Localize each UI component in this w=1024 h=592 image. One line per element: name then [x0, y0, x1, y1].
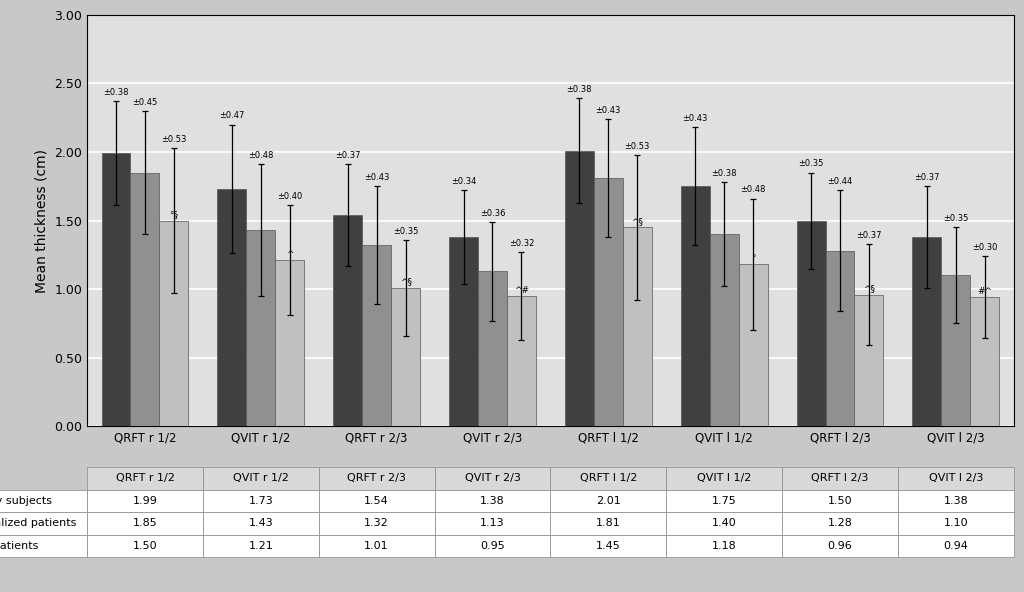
Bar: [160, 220, 188, 426]
Bar: [478, 271, 507, 426]
Text: ±0.38: ±0.38: [566, 85, 592, 94]
Bar: [362, 245, 391, 426]
Text: ±0.40: ±0.40: [278, 192, 302, 201]
Text: ±0.43: ±0.43: [683, 114, 708, 123]
Bar: [825, 250, 854, 426]
Bar: [854, 295, 884, 426]
Bar: [594, 178, 623, 426]
Bar: [217, 189, 247, 426]
Text: ±0.53: ±0.53: [161, 135, 186, 144]
Bar: [710, 234, 738, 426]
Text: °: °: [751, 254, 756, 263]
Text: ^#: ^#: [514, 285, 529, 295]
Text: ±0.37: ±0.37: [335, 151, 360, 160]
Text: ^§: ^§: [399, 277, 412, 287]
Bar: [797, 220, 825, 426]
Bar: [507, 296, 536, 426]
Text: ±0.32: ±0.32: [509, 239, 535, 248]
Text: ±0.48: ±0.48: [248, 151, 273, 160]
Text: ±0.47: ±0.47: [219, 111, 245, 120]
Text: ±0.43: ±0.43: [596, 106, 621, 115]
Text: ±0.36: ±0.36: [479, 209, 505, 218]
Text: ±0.37: ±0.37: [856, 231, 882, 240]
Text: ±0.30: ±0.30: [972, 243, 997, 252]
Text: ^§: ^§: [863, 284, 874, 293]
Text: ±0.35: ±0.35: [799, 159, 823, 168]
Bar: [247, 230, 275, 426]
Text: ^: ^: [286, 250, 294, 259]
Text: ±0.34: ±0.34: [451, 177, 476, 186]
Text: ±0.37: ±0.37: [914, 173, 940, 182]
Bar: [130, 172, 160, 426]
Y-axis label: Mean thickness (cm): Mean thickness (cm): [35, 149, 48, 292]
Bar: [912, 237, 941, 426]
Text: ^§: ^§: [631, 217, 643, 226]
Bar: [275, 260, 304, 426]
Text: ±0.48: ±0.48: [740, 185, 766, 194]
Text: ±0.38: ±0.38: [712, 169, 737, 178]
Bar: [623, 227, 651, 426]
Bar: [391, 288, 420, 426]
Bar: [941, 275, 971, 426]
Text: ±0.53: ±0.53: [625, 141, 650, 150]
Bar: [450, 237, 478, 426]
Text: #^: #^: [977, 287, 992, 296]
Bar: [101, 153, 130, 426]
Text: ±0.38: ±0.38: [103, 88, 129, 97]
Text: ±0.35: ±0.35: [393, 227, 418, 236]
Bar: [971, 297, 999, 426]
Text: ±0.44: ±0.44: [827, 177, 853, 186]
Bar: [738, 265, 768, 426]
Text: °§: °§: [169, 210, 178, 219]
Bar: [565, 150, 594, 426]
Text: ±0.43: ±0.43: [364, 173, 389, 182]
Bar: [681, 186, 710, 426]
Text: ±0.45: ±0.45: [132, 98, 158, 107]
Bar: [333, 215, 362, 426]
Text: ±0.35: ±0.35: [943, 214, 969, 223]
